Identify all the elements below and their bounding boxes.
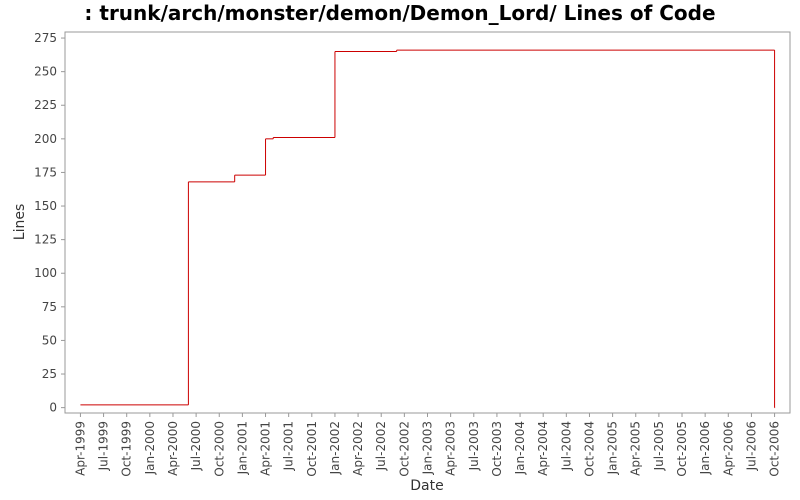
x-tick-label: Oct-2001 [305, 421, 319, 477]
x-tick-label: Apr-1999 [73, 421, 87, 476]
chart-title: : trunk/arch/monster/demon/Demon_Lord/ L… [84, 1, 715, 25]
y-tick-label: 0 [49, 401, 57, 415]
x-tick-label: Jan-2000 [143, 421, 157, 475]
y-tick-label: 125 [34, 233, 57, 247]
x-tick-label: Apr-2002 [351, 421, 365, 476]
x-axis-label: Date [410, 478, 443, 494]
x-tick-label: Jul-2005 [652, 421, 666, 471]
y-tick-label: 75 [42, 300, 57, 314]
x-tick-label: Oct-2000 [212, 421, 226, 477]
y-tick-label: 150 [34, 199, 57, 213]
y-axis-label: Lines [12, 204, 28, 240]
y-tick-label: 100 [34, 266, 57, 280]
x-tick-label: Jul-2006 [744, 421, 758, 471]
x-tick-label: Jul-2003 [467, 421, 481, 471]
x-tick-label: Jan-2002 [328, 421, 342, 475]
x-tick-label: Oct-2005 [675, 421, 689, 477]
x-tick-label: Oct-2003 [490, 421, 504, 477]
x-tick-label: Jan-2004 [513, 421, 527, 475]
x-tick-label: Apr-2001 [259, 421, 273, 476]
x-tick-label: Jan-2006 [698, 421, 712, 475]
x-tick-label: Apr-2006 [721, 421, 735, 476]
x-tick-label: Apr-2004 [536, 421, 550, 476]
x-tick-label: Apr-2000 [166, 421, 180, 476]
x-tick-label: Jul-1999 [97, 421, 111, 471]
x-tick-label: Jan-2003 [421, 421, 435, 475]
x-tick-label: Oct-2002 [397, 421, 411, 477]
x-tick-label: Jul-2004 [559, 421, 573, 471]
x-tick-label: Oct-2004 [582, 421, 596, 477]
y-tick-label: 25 [42, 367, 57, 381]
x-tick-label: Apr-2005 [629, 421, 643, 476]
x-tick-label: Oct-2006 [768, 421, 782, 477]
y-tick-label: 225 [34, 98, 57, 112]
y-tick-label: 175 [34, 165, 57, 179]
x-tick-label: Jul-2001 [282, 421, 296, 471]
y-tick-label: 275 [34, 31, 57, 45]
y-tick-label: 200 [34, 132, 57, 146]
plot-frame [64, 31, 791, 414]
y-tick-label: 250 [34, 65, 57, 79]
y-tick-label: 50 [42, 333, 57, 347]
x-tick-label: Jan-2005 [606, 421, 620, 475]
x-tick-label: Jul-2002 [374, 421, 388, 471]
x-tick-label: Jul-2000 [189, 421, 203, 471]
x-tick-label: Apr-2003 [444, 421, 458, 476]
x-tick-label: Oct-1999 [120, 421, 134, 477]
x-tick-label: Jan-2001 [235, 421, 249, 475]
